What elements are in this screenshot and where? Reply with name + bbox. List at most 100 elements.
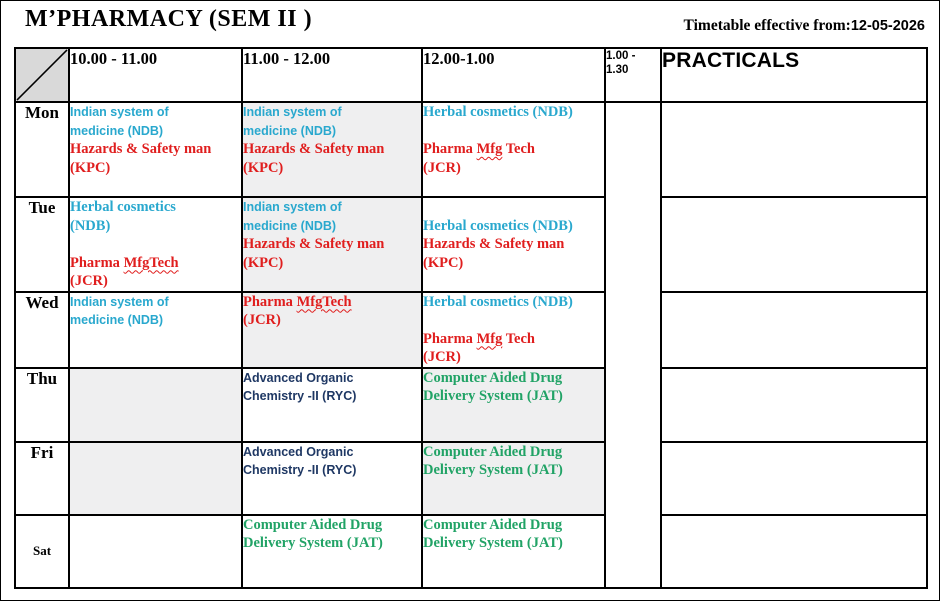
cell-text-line — [71, 235, 240, 254]
cell-text-line: (JCR) — [423, 349, 461, 365]
cell-text-line: Pharma Mfg Tech — [423, 141, 535, 157]
cell-text-line: (KPC) — [70, 159, 111, 176]
spellcheck-wavy-word: Mfg — [476, 330, 503, 347]
cell-sat-slot1 — [68, 513, 243, 589]
lunch-header-line1: 1.00 - — [606, 50, 636, 62]
day-label-sat: Sat — [14, 513, 70, 589]
cell-text-line: (JCR) — [243, 312, 281, 328]
corner-diagonal-cell — [14, 47, 70, 103]
cell-thu-slot3: Computer Aided Drug Delivery System (JAT) — [421, 366, 606, 443]
cell-wed-slot1: Indian system of medicine (NDB) — [68, 290, 243, 369]
cell-text-line: Delivery System (JAT) — [243, 535, 383, 551]
cell-text-line: Hazards & Safety man — [423, 236, 565, 252]
cell-mon-slot2: Indian system of medicine (NDB) Hazards & … — [241, 101, 423, 198]
cell-tue-slot1: Herbal cosmetics (NDB) Pharma MfgTech (JCR… — [68, 196, 243, 293]
timetable-row-sat: Sat Computer Aided Drug Delivery System (J… — [14, 513, 928, 589]
cell-thu-slot1 — [68, 366, 243, 443]
cell-wed-slot3: Herbal cosmetics (NDB) Pharma Mfg Tech (J… — [421, 290, 606, 369]
cell-text-line: (KPC) — [243, 254, 284, 271]
cell-text-line: Computer Aided Drug — [423, 369, 563, 386]
day-label-tue: Tue — [14, 196, 70, 293]
cell-text-line: Herbal cosmetics (NDB) — [423, 104, 573, 120]
cell-text-line: medicine (NDB) — [70, 123, 164, 138]
cell-text-line: Computer Aided Drug — [423, 516, 563, 533]
cell-text-line: Pharma MfgTech — [243, 293, 352, 310]
cell-text-line: Herbal cosmetics (NDB) — [423, 293, 573, 310]
effective-date-label: Timetable effective from: — [683, 17, 851, 34]
cell-fri-slot3: Computer Aided Drug Delivery System (JAT) — [421, 440, 606, 516]
timetable-row-tue: Tue Herbal cosmetics (NDB) Pharma MfgTech (… — [14, 196, 928, 293]
cell-thu-slot2: Advanced Organic Chemistry -II (RYC) — [241, 366, 423, 443]
cell-text-line: Herbal cosmetics (NDB) — [423, 217, 573, 234]
cell-fri-slot1 — [68, 440, 243, 516]
practicals-cell-tue — [660, 196, 928, 293]
practicals-cell-mon — [660, 101, 928, 198]
col-header-practicals: PRACTICALS — [660, 47, 928, 103]
cell-text-line: Indian system of — [70, 105, 169, 119]
cell-text-line: (NDB) — [70, 217, 111, 234]
effective-date-note: Timetable effective from:12-05-2026 — [684, 17, 925, 35]
cell-text-line: Indian system of — [243, 200, 342, 214]
cell-text-line: Hazards & Safety man — [243, 141, 385, 157]
cell-text-line: Computer Aided Drug — [243, 516, 383, 533]
cell-mon-slot3: Herbal cosmetics (NDB) Pharma Mfg Tech (J… — [421, 101, 606, 198]
timetable-row-wed: Wed Indian system of medicine (NDB) Pharma … — [14, 290, 928, 369]
timetable-header-row: 10.00 - 11.00 11.00 - 12.00 12.00-1.00 1… — [14, 47, 928, 103]
cell-text-line: Herbal cosmetics — [70, 199, 176, 215]
cell-text-line: Chemistry -II (RYC) — [243, 463, 357, 477]
cell-text-line: Indian system of — [243, 105, 342, 119]
practicals-cell-sat — [660, 513, 928, 589]
cell-text-line: Delivery System (JAT) — [423, 388, 563, 404]
cell-text-line: Pharma Mfg Tech — [423, 330, 535, 347]
practicals-cell-wed — [660, 290, 928, 369]
cell-text-line: Indian system of — [70, 294, 169, 309]
cell-text-line: Advanced Organic — [243, 370, 354, 385]
spellcheck-wavy-word: MfgTech — [296, 293, 352, 310]
cell-text-line: (KPC) — [423, 254, 464, 271]
cell-text-line: (KPC) — [243, 159, 284, 176]
cell-text-line: Advanced Organic — [243, 444, 354, 459]
lunch-break-column-cell — [604, 101, 662, 589]
diagonal-line — [17, 50, 67, 100]
cell-sat-slot2: Computer Aided Drug Delivery System (JAT) — [241, 513, 423, 589]
timetable-row-fri: Fri Advanced Organic Chemistry -II (RYC) Co… — [14, 440, 928, 516]
cell-text-line: medicine (NDB) — [243, 218, 337, 233]
col-header-12-1: 12.00-1.00 — [421, 47, 606, 103]
cell-text-line: Hazards & Safety man — [243, 236, 385, 252]
spellcheck-wavy-word: Mfg — [476, 141, 503, 157]
cell-fri-slot2: Advanced Organic Chemistry -II (RYC) — [241, 440, 423, 516]
cell-text-line — [424, 311, 603, 330]
spellcheck-wavy-word: MfgTech — [123, 254, 179, 271]
cell-tue-slot3: Herbal cosmetics (NDB) Hazards & Safety m… — [421, 196, 606, 293]
day-label-mon: Mon — [14, 101, 70, 198]
col-header-11-12: 11.00 - 12.00 — [241, 47, 423, 103]
cell-text-line: medicine (NDB) — [243, 123, 337, 138]
cell-text-line: Pharma MfgTech — [70, 254, 179, 271]
col-header-10-11: 10.00 - 11.00 — [68, 47, 243, 103]
page-title: M’PHARMACY (SEM II ) — [25, 6, 313, 32]
cell-wed-slot2: Pharma MfgTech (JCR) — [241, 290, 423, 369]
cell-text-line: (JCR) — [70, 273, 108, 289]
timetable: 10.00 - 11.00 11.00 - 12.00 12.00-1.00 1… — [14, 47, 928, 589]
day-label-thu: Thu — [14, 366, 70, 443]
cell-text-line: Hazards & Safety man — [70, 141, 212, 157]
cell-text-line: medicine (NDB) — [70, 313, 164, 327]
cell-tue-slot2: Indian system of medicine (NDB) Hazards & … — [241, 196, 423, 293]
practicals-cell-fri — [660, 440, 928, 516]
effective-date-value: 12-05-2026 — [850, 18, 925, 34]
practicals-cell-thu — [660, 366, 928, 443]
lunch-header-line2: 1.30 — [606, 64, 629, 76]
cell-mon-slot1: Indian system of medicine (NDB) Hazards & … — [68, 101, 243, 198]
cell-sat-slot3: Computer Aided Drug Delivery System (JAT) — [421, 513, 606, 589]
cell-text-line: Delivery System (JAT) — [423, 535, 563, 551]
cell-text-line: (JCR) — [423, 159, 461, 176]
day-label-fri: Fri — [14, 440, 70, 516]
timetable-row-thu: Thu Advanced Organic Chemistry -II (RYC) Co… — [14, 366, 928, 443]
col-header-lunch: 1.00 - 1.30 — [604, 47, 662, 103]
cell-text-line: Computer Aided Drug — [423, 443, 563, 460]
cell-text-line: Chemistry -II (RYC) — [243, 389, 357, 403]
day-label-wed: Wed — [14, 290, 70, 369]
timetable-row-mon: Mon Indian system of medicine (NDB) Hazards… — [14, 101, 928, 589]
cell-text-line — [424, 122, 603, 141]
